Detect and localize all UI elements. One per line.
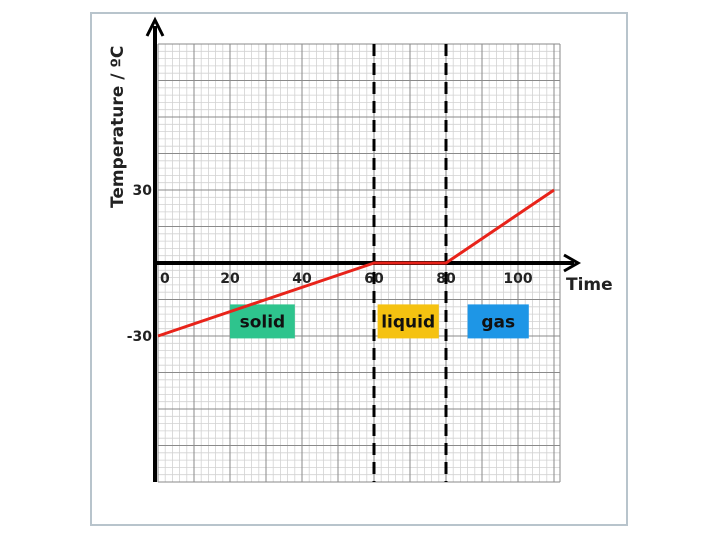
y-axis-title: Temperature / ºC [108,46,128,208]
x-tick-label: 40 [292,271,312,287]
y-tick-label: -30 [127,329,153,345]
x-tick-label: 100 [503,271,532,287]
x-tick-label: 20 [220,271,240,287]
x-tick-label: 60 [364,271,384,287]
phase-regions: solid liquid gas [230,304,529,339]
y-axis-arrow [145,16,165,37]
series-line-0 [157,188,555,338]
region-box-liquid [377,304,439,339]
region-label-solid: solid [240,312,286,332]
y-tick-label: 30 [133,183,153,199]
x-axis-title: Time [566,275,613,295]
tick-labels: 0 20 40 60 80 100 30 -30 [127,183,533,345]
region-label-gas: gas [481,312,515,332]
region-box-solid [230,304,295,339]
x-tick-label: 80 [436,271,456,287]
series-layer [157,188,555,338]
region-label-liquid: liquid [381,312,435,332]
region-box-gas [467,304,529,339]
x-tick-label: 0 [160,271,170,287]
axes [145,16,582,482]
x-axis-arrow [563,253,582,273]
